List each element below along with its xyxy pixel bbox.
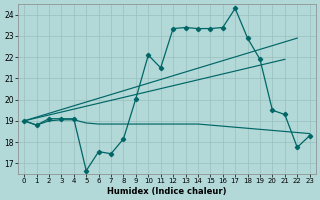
X-axis label: Humidex (Indice chaleur): Humidex (Indice chaleur) <box>107 187 227 196</box>
